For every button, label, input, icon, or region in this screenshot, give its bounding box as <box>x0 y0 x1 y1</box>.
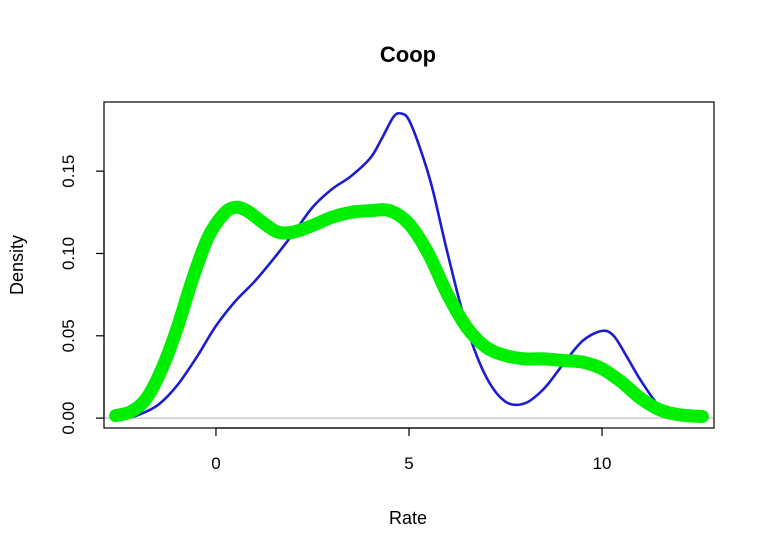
density-curve-1 <box>125 111 681 420</box>
x-tick-label: 5 <box>404 454 413 473</box>
x-tick-label: 10 <box>593 454 612 473</box>
axes: 0 5 10 0.00 0.05 0.10 0.15 <box>59 155 611 473</box>
y-tick-label: 0.10 <box>59 237 78 270</box>
y-tick-label: 0.15 <box>59 155 78 188</box>
plot-area <box>104 111 714 423</box>
x-tick-label: 0 <box>211 454 220 473</box>
y-tick-label: 0.05 <box>59 319 78 352</box>
y-axis-label: Density <box>7 235 27 295</box>
x-axis-label: Rate <box>389 508 427 528</box>
density-curve-2 <box>109 200 709 423</box>
y-tick-label: 0.00 <box>59 402 78 435</box>
chart-title: Coop <box>380 42 436 67</box>
